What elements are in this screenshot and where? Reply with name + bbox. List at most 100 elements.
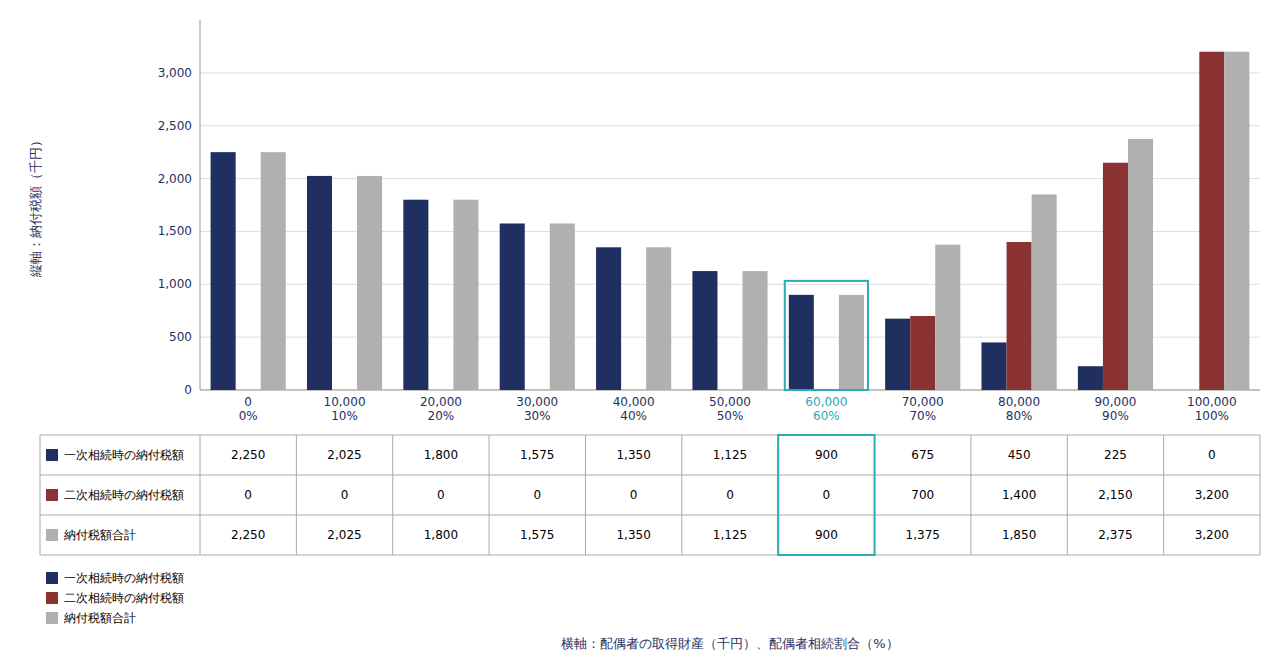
- table-value: 900: [815, 528, 838, 542]
- x-tick-label: 80,00080%: [998, 395, 1040, 423]
- table-value: 1,375: [906, 528, 940, 542]
- bar: [692, 271, 717, 390]
- y-tick-label: 2,000: [158, 172, 192, 186]
- table-row-label: 納付税額合計: [64, 528, 136, 542]
- table-value: 1,800: [424, 448, 458, 462]
- bar: [453, 200, 478, 390]
- x-tick-label-line: 20,000: [420, 395, 462, 409]
- bar: [307, 176, 332, 390]
- bars: [211, 52, 1250, 390]
- x-tick-label-line: 90,000: [1094, 395, 1136, 409]
- x-tick-label-line: 100,000: [1187, 395, 1237, 409]
- x-tick-label-line: 70%: [909, 409, 936, 423]
- bar: [1224, 52, 1249, 390]
- x-tick-label-line: 50,000: [709, 395, 751, 409]
- table-value: 0: [437, 488, 445, 502]
- y-axis-label: 縦軸：納付税額（千円）: [28, 134, 43, 278]
- table-value: 0: [823, 488, 831, 502]
- table-value: 700: [911, 488, 934, 502]
- table-value: 1,350: [616, 448, 650, 462]
- table-value: 225: [1104, 448, 1127, 462]
- bar: [910, 316, 935, 390]
- y-tick-label: 2,500: [158, 119, 192, 133]
- x-tick-label: 70,00070%: [902, 395, 944, 423]
- bar: [596, 247, 621, 390]
- x-tick-label-line: 40%: [620, 409, 647, 423]
- x-tick-label: 30,00030%: [516, 395, 558, 423]
- table-line: [970, 435, 971, 555]
- x-tick-label-line: 0%: [239, 409, 258, 423]
- x-tick-label: 90,00090%: [1094, 395, 1136, 423]
- bar: [935, 245, 960, 390]
- bar: [525, 390, 550, 391]
- grid-line: [200, 125, 1260, 126]
- x-tick-label-line: 80,000: [998, 395, 1040, 409]
- table-value: 0: [630, 488, 638, 502]
- bar: [1199, 52, 1224, 390]
- table-value: 1,350: [616, 528, 650, 542]
- table-value: 1,850: [1002, 528, 1036, 542]
- table-line: [681, 435, 682, 555]
- x-tick-label: 20,00020%: [420, 395, 462, 423]
- table-highlight: [778, 435, 874, 555]
- table-value: 0: [341, 488, 349, 502]
- x-tick-label-line: 40,000: [613, 395, 655, 409]
- bar: [646, 247, 671, 390]
- x-tick-label-line: 80%: [1006, 409, 1033, 423]
- table-swatch: [46, 449, 58, 461]
- legend-label: 二次相続時の納付税額: [64, 591, 184, 605]
- table-value: 1,575: [520, 448, 554, 462]
- table-value: 1,800: [424, 528, 458, 542]
- bar: [1128, 139, 1153, 390]
- table-value: 1,125: [713, 528, 747, 542]
- table-value: 1,125: [713, 448, 747, 462]
- table-value: 2,250: [231, 528, 265, 542]
- table-swatch: [46, 529, 58, 541]
- table-value: 3,200: [1195, 488, 1229, 502]
- bar: [1032, 194, 1057, 390]
- y-tick-label: 3,000: [158, 66, 192, 80]
- table-line: [296, 435, 297, 555]
- table-line: [40, 555, 1260, 556]
- bar: [550, 224, 575, 391]
- x-tick-label-line: 0: [244, 395, 252, 409]
- highlight-box: [785, 281, 868, 390]
- table-value: 0: [533, 488, 541, 502]
- y-ticks: 05001,0001,5002,0002,5003,000: [158, 66, 192, 397]
- legend-label: 一次相続時の納付税額: [64, 571, 184, 585]
- table-value: 0: [1208, 448, 1216, 462]
- x-tick-label-line: 30%: [524, 409, 551, 423]
- x-tick-label-line: 10,000: [324, 395, 366, 409]
- table-value: 1,400: [1002, 488, 1036, 502]
- x-tick-label-line: 60,000: [805, 395, 847, 409]
- x-tick-label-line: 60%: [813, 409, 840, 423]
- x-tick-label: 60,00060%: [805, 395, 847, 423]
- table-line: [489, 435, 490, 555]
- y-tick-label: 0: [184, 383, 192, 397]
- table-value: 3,200: [1195, 528, 1229, 542]
- x-tick-label: 40,00040%: [613, 395, 655, 423]
- table-value: 0: [726, 488, 734, 502]
- table-swatch: [46, 489, 58, 501]
- bar: [236, 390, 261, 391]
- bar: [261, 152, 286, 390]
- bar: [403, 200, 428, 390]
- bar: [211, 152, 236, 390]
- bar: [717, 390, 742, 391]
- table-value: 2,025: [327, 448, 361, 462]
- table-row-label: 一次相続時の納付税額: [64, 448, 184, 462]
- bar-series: [211, 152, 1103, 390]
- x-tick-label: 100,000100%: [1187, 395, 1237, 423]
- bar: [428, 390, 453, 391]
- y-axis-line: [200, 20, 201, 390]
- bar: [789, 295, 814, 390]
- table-value: 0: [244, 488, 252, 502]
- table-line: [40, 475, 1260, 476]
- table-line: [1067, 435, 1068, 555]
- y-tick-label: 1,500: [158, 224, 192, 238]
- bar-series: [261, 52, 1250, 390]
- grid-line: [200, 72, 1260, 73]
- y-tick-label: 1,000: [158, 277, 192, 291]
- bar: [500, 224, 525, 391]
- table-value: 675: [911, 448, 934, 462]
